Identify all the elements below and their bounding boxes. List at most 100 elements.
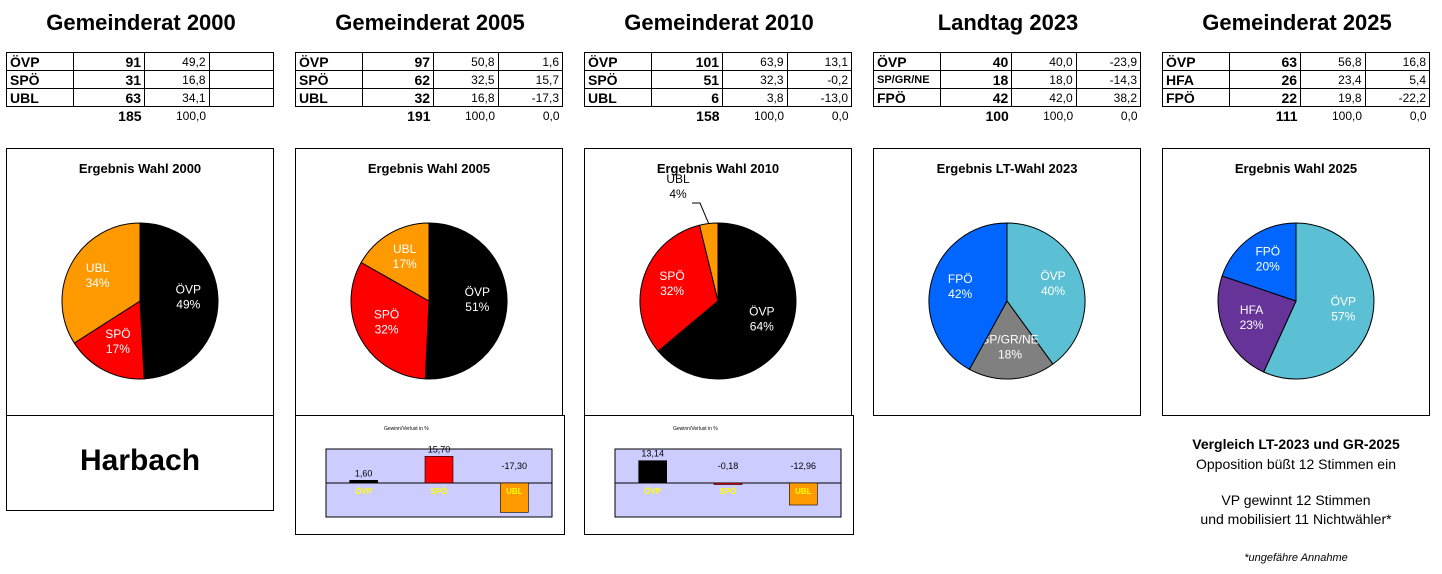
results-table: ÖVP 101 63,9 13,1 SPÖ 51 32,3 -0,2 UBL 6 3,8 -13,…	[584, 52, 852, 124]
percent: 42,0	[1011, 88, 1077, 107]
votes: 40	[940, 52, 1013, 71]
pie-value-label-spoe: 17%	[106, 342, 130, 356]
pie-slice-fpoe	[928, 222, 1008, 371]
pie-label-ubl: UBL	[666, 172, 690, 186]
difference	[208, 70, 274, 89]
votes: 32	[361, 88, 435, 107]
pie-slice-hfa	[1217, 275, 1297, 373]
pie-label-oevp: ÖVP	[176, 283, 201, 297]
pie-value-label-oevp: 49%	[176, 298, 200, 312]
pie-label-hfa: HFA	[1240, 303, 1263, 317]
votes: 63	[1228, 52, 1302, 71]
chart-title: Ergebnis Wahl 2010	[656, 161, 780, 176]
pie-value-label-ubl: 17%	[393, 257, 417, 271]
comparison-line-mobilisation: und mobilisiert 11 Nichtwähler*	[1200, 511, 1392, 527]
pie-label-spoe: SPÖ	[105, 327, 130, 341]
bar-ubl	[500, 482, 529, 513]
pie-value-label-fpoe: 20%	[1256, 260, 1280, 274]
pie-label-oevp: ÖVP	[1331, 294, 1356, 308]
party-name: ÖVP	[1162, 52, 1230, 71]
comparison-line-vp: VP gewinnt 12 Stimmen	[1221, 492, 1371, 508]
pie-slice-oevp	[139, 222, 219, 380]
percent: 56,8	[1300, 52, 1366, 71]
percent: 19,8	[1300, 88, 1366, 107]
total-votes: 158	[696, 107, 720, 124]
votes: 91	[72, 52, 146, 71]
comparison-line-opposition: Opposition büßt 12 Stimmen ein	[1196, 456, 1396, 472]
party-name: FPÖ	[872, 88, 942, 107]
pie-label-fpoe: FPÖ	[948, 272, 973, 286]
percent: 63,9	[722, 52, 788, 71]
pie-label-ubl: UBL	[393, 242, 417, 256]
votes: 31	[72, 70, 146, 89]
votes: 6	[650, 88, 724, 107]
difference	[208, 88, 274, 107]
total-votes: 100	[985, 107, 1009, 124]
total-percent: 100,0	[753, 108, 784, 123]
total-percent: 100,0	[1043, 108, 1074, 123]
difference: 13,1	[786, 52, 852, 71]
pie-label-spoe: SPÖ	[374, 307, 399, 321]
table-row: ÖVP 97 50,8 1,6	[295, 52, 563, 71]
votes: 42	[940, 88, 1013, 107]
bar-spoe	[424, 455, 454, 484]
bar-category-label-spoe: SPÖ	[720, 487, 737, 496]
results-table: ÖVP 97 50,8 1,6 SPÖ 62 32,5 15,7 UBL 32 16,8 -17,…	[295, 52, 563, 124]
bar-value-label-oevp: 13,14	[641, 449, 664, 459]
percent: 18,0	[1011, 70, 1077, 89]
votes: 51	[650, 70, 724, 89]
bar-chart: Gewinn/Verlust in % 13,14 ÖVP -0,18 SPÖ -12,9…	[614, 426, 842, 518]
pie-chart-box: ÖVP 64% SPÖ 32% UBL 4% Ergebnis Wahl 2010	[584, 148, 852, 416]
bar-value-label-ubl: -17,30	[502, 461, 528, 471]
bar-value-label-ubl: -12,96	[791, 461, 817, 471]
bar-value-label-spoe: 15,70	[428, 444, 451, 454]
column-heading: Landtag 2023	[937, 10, 1079, 35]
difference: -22,2	[1364, 88, 1430, 107]
party-name: UBL	[6, 88, 74, 107]
footnote: *ungefähre Annahme	[1244, 552, 1348, 564]
party-name: ÖVP	[295, 52, 363, 71]
votes: 63	[72, 88, 146, 107]
pie-value-label-oevp: 57%	[1331, 309, 1355, 323]
chart-title: Ergebnis Wahl 2000	[78, 161, 202, 176]
pie-slice-spoe	[73, 300, 145, 380]
pie-value-label-oevp: 51%	[465, 300, 489, 314]
pie-slice-sp-gr-ne	[968, 300, 1054, 380]
pie-chart-box: ÖVP 49% SPÖ 17% UBL 34% Ergebnis Wahl 2000	[6, 148, 274, 416]
bar-value-label-spoe: -0,18	[718, 461, 739, 471]
percent: 32,5	[433, 70, 499, 89]
table-row: UBL 32 16,8 -17,3	[295, 88, 563, 107]
place-name: Harbach	[79, 444, 201, 477]
pie-slice-spoe	[350, 261, 430, 380]
pie-value-label-sp-gr-ne: 18%	[998, 347, 1022, 361]
party-name: ÖVP	[584, 52, 652, 71]
table-row: UBL 63 34,1	[6, 88, 274, 107]
percent: 34,1	[144, 88, 210, 107]
pie-value-label-ubl: 34%	[86, 276, 110, 290]
pie-slice-oevp	[1263, 222, 1375, 380]
bar-category-label-spoe: SPÖ	[431, 487, 448, 496]
party-name: SPÖ	[6, 70, 74, 89]
pie-label-oevp: ÖVP	[749, 305, 774, 319]
results-table: ÖVP 40 40,0 -23,9 SP/GR/NE 18 18,0 -14,3 FPÖ 42…	[872, 52, 1142, 124]
percent: 49,2	[144, 52, 210, 71]
table-row: UBL 6 3,8 -13,0	[584, 88, 852, 107]
party-name: ÖVP	[6, 52, 74, 71]
party-name: UBL	[584, 88, 652, 107]
pie-value-label-ubl: 4%	[669, 187, 687, 201]
pie-chart-box: ÖVP 40% SP/GR/NE 18% FPÖ 42% Ergebnis LT-Wahl…	[873, 148, 1141, 416]
total-percent: 100,0	[1331, 108, 1362, 123]
pie-slice-oevp	[1006, 222, 1086, 365]
pie-slice-spoe	[639, 224, 719, 352]
percent: 16,8	[433, 88, 499, 107]
column-heading: Gemeinderat 2010	[624, 10, 814, 35]
votes: 97	[361, 52, 435, 71]
bar-chart: Gewinn/Verlust in % 1,60 ÖVP 15,70 SPÖ -17,30…	[325, 426, 553, 518]
party-name: SP/GR/NE	[872, 70, 942, 89]
percent: 23,4	[1300, 70, 1366, 89]
difference: -13,0	[786, 88, 852, 107]
percent: 50,8	[433, 52, 499, 71]
bar-ubl	[789, 482, 818, 506]
